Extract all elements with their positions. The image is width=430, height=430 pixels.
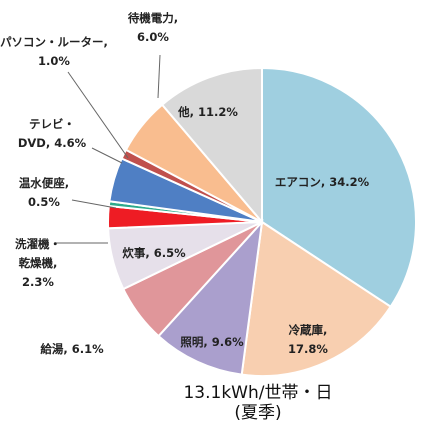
slice-label-line: 給湯, 6.1%: [40, 342, 104, 356]
slice-label-line: 冷蔵庫,: [289, 323, 328, 337]
slice-label: 洗濯機・乾燥機, 2.3%: [15, 237, 61, 289]
slice-label-line: 乾燥機,: [19, 256, 58, 270]
slice-labels: エアコン, 34.2% 冷蔵庫, 17.8% 照明, 9.6% 給湯, 6.1% 炊事, …: [0, 11, 370, 356]
slice-label-line: 2.3%: [22, 275, 54, 289]
chart-subtitle: (夏季): [234, 403, 281, 423]
slice-label-line: エアコン, 34.2%: [275, 175, 370, 189]
slice-label-line: 待機電力,: [128, 11, 178, 25]
slice-label-line: 6.0%: [137, 30, 169, 44]
slice-label-line: 炊事, 6.5%: [122, 246, 186, 260]
slice-label-line: 17.8%: [288, 342, 328, 356]
slice-label: 冷蔵庫, 17.8%: [288, 323, 328, 356]
slice-label: 照明, 9.6%: [180, 335, 244, 349]
chart-title: 13.1kWh/世帯・日: [183, 383, 332, 403]
leader-lines: [55, 54, 161, 244]
slice-label-line: 照明, 9.6%: [180, 335, 244, 349]
pie-slice: [240, 220, 393, 378]
slice-label: エアコン, 34.2%: [275, 175, 370, 189]
slice-label: テレビ・ DVD, 4.6%: [18, 117, 87, 150]
slice-label-line: 1.0%: [38, 54, 70, 68]
slice-label-line: 温水便座,: [19, 176, 69, 190]
slice-label: 待機電力, 6.0%: [128, 11, 178, 44]
slice-label: 他, 11.2%: [177, 105, 238, 119]
slice-label-line: 0.5%: [28, 195, 60, 209]
leader-line: [67, 71, 129, 159]
slice-label-line: 洗濯機・: [15, 237, 61, 251]
slice-label: 炊事, 6.5%: [122, 246, 186, 260]
slice-label-line: DVD, 4.6%: [18, 136, 87, 150]
slice-label: 温水便座, 0.5%: [19, 176, 69, 209]
leader-line: [91, 147, 123, 164]
slice-label-line: 他, 11.2%: [177, 105, 238, 119]
pie-slices: [107, 66, 418, 378]
leader-line: [157, 54, 161, 99]
slice-label: 給湯, 6.1%: [40, 342, 104, 356]
slice-label: パソコン・ルーター, 1.0%: [0, 35, 108, 68]
leader-line: [71, 199, 117, 209]
slice-label-line: テレビ・: [29, 117, 75, 131]
slice-label-line: パソコン・ルーター,: [0, 35, 108, 49]
pie-slice: [157, 218, 264, 376]
pie-slice: [160, 66, 263, 225]
